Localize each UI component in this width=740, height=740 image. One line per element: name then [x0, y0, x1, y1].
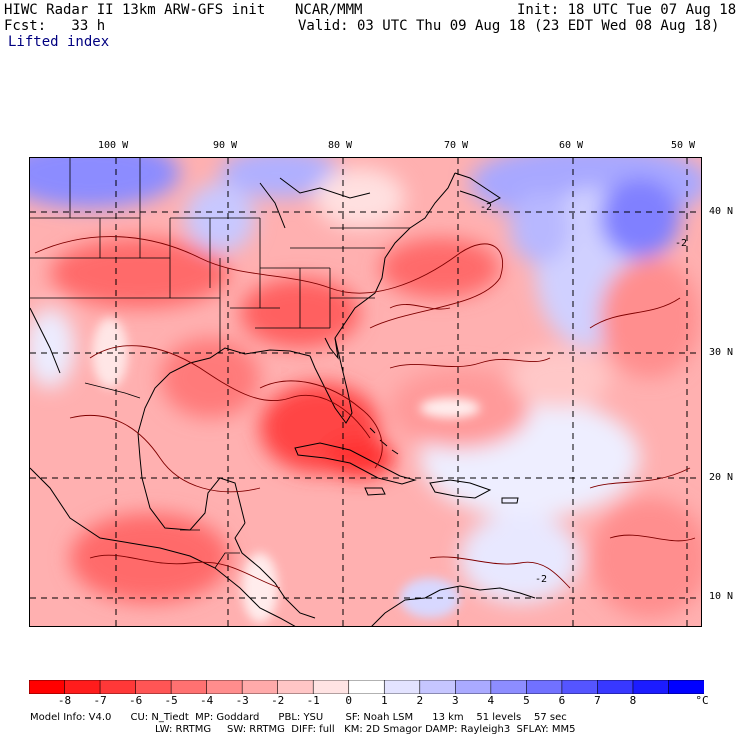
colorbar-swatch — [526, 680, 563, 694]
coastlines — [30, 172, 536, 626]
colorbar-swatch — [277, 680, 315, 694]
model-title: HIWC Radar II 13km ARW-GFS init — [4, 2, 266, 18]
colorbar-unit: °C — [695, 694, 709, 707]
political-borders — [30, 158, 410, 569]
valid-time: Valid: 03 UTC Thu 09 Aug 18 (23 EDT Wed … — [298, 18, 720, 34]
colorbar-swatch — [419, 680, 457, 694]
lon-label-50w: 50 W — [671, 140, 696, 151]
model-info-line2: LW: RRTMG SW: RRTMG DIFF: full KM: 2D Sm… — [155, 724, 576, 735]
colorbar-tick-label: 8 — [629, 694, 637, 707]
colorbar-swatch — [490, 680, 528, 694]
model-info-line1: Model Info: V4.0 CU: N_Tiedt MP: Goddard… — [30, 712, 567, 723]
lon-label-70w: 70 W — [444, 140, 469, 151]
colorbar-swatch — [29, 680, 66, 694]
lon-label-60w: 60 W — [559, 140, 584, 151]
lat-label-10n: 10 N — [709, 591, 734, 602]
colorbar-tick-label: -8 — [57, 694, 72, 707]
colorbar-swatch — [383, 680, 421, 694]
colorbar-swatch — [668, 680, 704, 694]
colorbar-swatch — [135, 680, 172, 694]
colorbar-tick-label: -1 — [306, 694, 320, 707]
colorbar-tick-label: -6 — [128, 694, 143, 707]
colorbar-tick-label: 4 — [487, 694, 495, 707]
colorbar-tick-label: 3 — [451, 694, 459, 707]
colorbar-swatch — [99, 680, 137, 694]
colorbar-swatch — [64, 680, 101, 694]
field-shading — [30, 158, 701, 618]
colorbar-swatch — [455, 680, 492, 694]
lon-label-100w: 100 W — [98, 140, 129, 151]
init-time: Init: 18 UTC Tue 07 Aug 18 — [517, 2, 737, 18]
colorbar-swatch — [241, 680, 279, 694]
colorbar-tick-label: -2 — [271, 694, 285, 707]
colorbar-tick-label: 6 — [558, 694, 566, 707]
colorbar-tick-label: 0 — [345, 694, 352, 707]
colorbar-swatch — [561, 680, 599, 694]
colorbar-tick-label: 5 — [523, 694, 530, 707]
colorbar-tick-label: 2 — [416, 694, 424, 707]
colorbar-tick-label: -3 — [235, 694, 249, 707]
contour-label: -2 — [675, 238, 687, 249]
colorbar-swatch — [597, 680, 634, 694]
colorbar-tick-label: -4 — [199, 694, 214, 707]
colorbar-swatch — [312, 680, 350, 694]
lat-label-30n: 30 N — [709, 347, 734, 358]
contour-lines — [34, 236, 696, 589]
colorbar-tick-label: 7 — [594, 694, 601, 707]
colorbar-tick-label: -5 — [164, 694, 178, 707]
map-canvas: -2 -2 -2 — [30, 158, 701, 626]
colorbar-tick-label: -7 — [93, 694, 107, 707]
colorbar-swatch — [206, 680, 243, 694]
field-name: Lifted index — [8, 34, 110, 50]
lifted-index-map: -2 -2 -2 — [29, 157, 702, 627]
institution-label: NCAR/MMM — [295, 2, 363, 18]
lat-label-20n: 20 N — [709, 472, 734, 483]
lat-label-40n: 40 N — [709, 206, 734, 217]
contour-label: -2 — [535, 574, 547, 585]
colorbar-swatch — [348, 680, 386, 694]
colorbar-swatch — [632, 680, 670, 694]
contour-label: -2 — [480, 202, 492, 213]
forecast-hour: Fcst: 33 h — [4, 18, 106, 34]
colorbar-tick-label: 1 — [380, 694, 388, 707]
colorbar — [29, 680, 704, 694]
lon-label-90w: 90 W — [213, 140, 238, 151]
colorbar-swatch — [170, 680, 208, 694]
lon-label-80w: 80 W — [328, 140, 353, 151]
